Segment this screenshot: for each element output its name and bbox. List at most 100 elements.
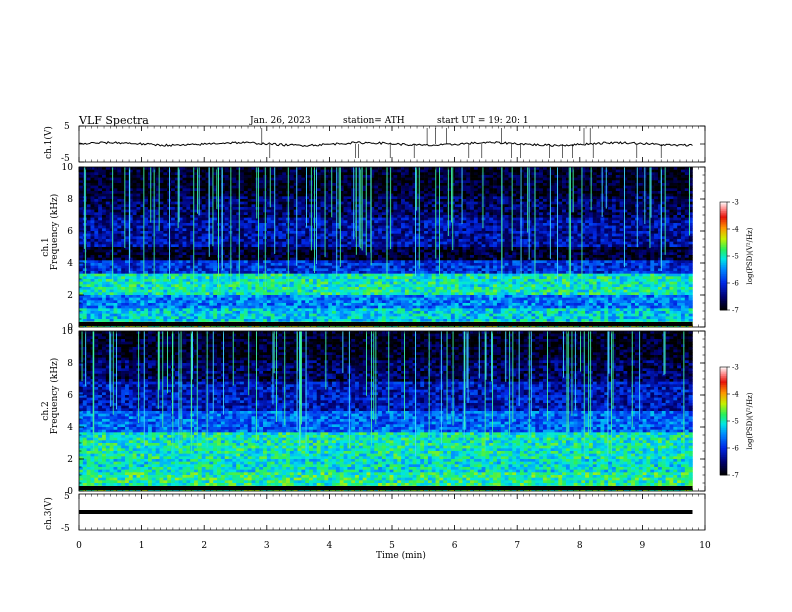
ch1-cell — [420, 209, 425, 213]
ch1-cell — [393, 204, 398, 208]
ch1-cell — [443, 199, 448, 202]
ch1-cell — [611, 185, 617, 189]
ch1-cell — [523, 175, 528, 178]
ch1-cell — [688, 209, 693, 213]
ch1-cell — [470, 169, 475, 173]
ch1-cell — [519, 212, 525, 216]
ch1-cell — [174, 207, 179, 210]
ch1-cell — [508, 212, 513, 216]
ch1-cell — [163, 223, 168, 226]
ch1-cell — [305, 247, 310, 250]
ch1-cell — [370, 185, 375, 189]
ch1-cell — [654, 228, 659, 232]
ch1-cell — [374, 233, 379, 237]
ch1-cell — [163, 199, 168, 202]
ch1-cell — [328, 220, 333, 224]
ch1-cell — [443, 228, 448, 232]
ch1-cell — [270, 199, 275, 202]
ch1-cell — [588, 233, 594, 237]
ch1-cell — [370, 231, 375, 234]
ch1-cell — [247, 247, 252, 250]
ch1-cell — [148, 185, 153, 189]
ch1-cell — [431, 209, 436, 213]
ch1-cell — [266, 196, 272, 200]
ch1-cell — [424, 191, 429, 194]
ch1-cell — [102, 236, 107, 240]
ch1-cell — [665, 177, 670, 181]
ch1-cell — [485, 215, 490, 218]
ch1-cell — [109, 209, 114, 213]
ch1-cell — [684, 241, 689, 245]
ch1-cell — [121, 193, 126, 197]
ch1-cell — [94, 244, 99, 248]
ch1-cell — [205, 199, 210, 202]
ch1-cell — [94, 236, 99, 240]
ch1-cell — [335, 220, 341, 224]
ch1-cell — [347, 233, 352, 237]
ch1-cell — [485, 185, 490, 189]
ch1-cell — [320, 169, 325, 173]
ch1-cell — [473, 244, 479, 248]
ch1-cell — [117, 223, 122, 226]
ch1-cell — [493, 209, 498, 213]
ch1-cell — [408, 225, 413, 229]
ch1-cell — [362, 172, 367, 176]
ch1-cell — [148, 215, 153, 218]
ch1-cell — [128, 175, 133, 178]
ch1-cell — [454, 233, 459, 237]
ch1-cell — [424, 241, 429, 245]
ch1-cell — [362, 241, 367, 245]
ch1-cell — [627, 196, 632, 200]
ch1-cell — [370, 175, 375, 178]
ch1-cell — [282, 212, 287, 216]
ch1-cell — [270, 215, 275, 218]
ch1-cell — [381, 188, 387, 192]
ch1-cell — [102, 220, 107, 224]
ch1-cell — [550, 201, 555, 205]
ch1-cell — [232, 169, 237, 173]
ch1-cell — [638, 199, 643, 202]
ch1-cell — [240, 193, 245, 197]
ch1-cell — [458, 172, 463, 176]
ch1-cell — [201, 228, 206, 232]
ch1-cell — [236, 193, 241, 197]
ch1-cell — [684, 185, 689, 189]
ch1-cell — [684, 188, 689, 192]
ch1-cell — [381, 225, 387, 229]
ch1-cell — [500, 196, 505, 200]
ch1-cell — [489, 185, 494, 189]
ch1-cell — [661, 244, 666, 248]
ch1-cell — [408, 209, 413, 213]
ch1-cell — [412, 228, 417, 232]
ch1-cell — [447, 207, 452, 210]
ch1-cell — [470, 241, 475, 245]
ch1-cell — [243, 175, 248, 178]
ch1-cell — [243, 215, 248, 218]
ch1-cell — [458, 201, 463, 205]
ch1-cell — [159, 215, 164, 218]
ch1-cell — [178, 191, 183, 194]
ch1-cell — [535, 236, 540, 240]
ch1-cell — [140, 169, 145, 173]
ch1-cell — [217, 209, 222, 213]
ch1-cell — [355, 175, 360, 178]
ch1-cell — [493, 204, 498, 208]
ch1-cell — [320, 185, 325, 189]
ch1-cell — [435, 177, 440, 181]
ch1-cell — [148, 180, 153, 184]
ch1-cell — [577, 236, 582, 240]
ch1-cell — [163, 188, 168, 192]
ch1-cell — [412, 188, 417, 192]
ch1-cell — [320, 244, 325, 248]
ch1-cell — [332, 231, 337, 234]
ch1-cell — [531, 167, 536, 170]
ch1-cell — [140, 196, 145, 200]
ch1-cell — [182, 191, 187, 194]
ch1-cell — [473, 231, 479, 234]
ch1-cell — [424, 169, 429, 173]
ch1-cell — [163, 236, 168, 240]
ch1-cell — [381, 180, 387, 184]
ch1-cell — [132, 204, 137, 208]
ch1-cell — [374, 207, 379, 210]
ch1-cell — [615, 241, 620, 245]
